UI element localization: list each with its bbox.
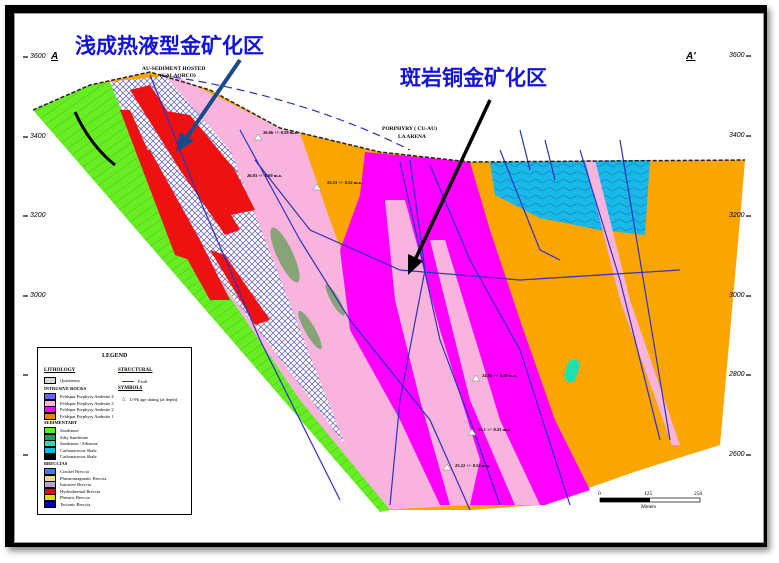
pink-dike <box>585 160 680 445</box>
legend-label: Fault <box>138 379 148 384</box>
legend-label: Crackel Breccia <box>60 469 89 474</box>
tick-left: 3600 <box>30 53 46 60</box>
legend-label: Tectonic Breccia <box>60 501 91 507</box>
calaorco-label: (CALAORCO) <box>160 73 196 79</box>
legend-label: Feldspar Porphyry Andesite 1 <box>60 413 114 419</box>
legend-title: LEGEND <box>102 353 128 359</box>
tick-right: 3200 <box>729 212 745 219</box>
swatch <box>44 377 56 384</box>
scale-125: 125 <box>644 491 653 497</box>
legend-label: Sandstone <box>60 428 79 433</box>
lithology-heading: LITHOLOGY <box>44 368 76 373</box>
fault-swatch <box>122 381 134 382</box>
legend-label: Feldspar Porphyry Andesite 3 <box>60 400 114 406</box>
shale-black <box>73 111 116 167</box>
legend-label: Quaternary <box>60 378 81 383</box>
fault-lines <box>149 74 681 511</box>
tick-left: 3200 <box>30 212 46 219</box>
tick-right: 3600 <box>729 52 745 59</box>
epithermal-arrowhead <box>176 132 194 152</box>
tick-left: 3400 <box>30 133 46 140</box>
age-triangles <box>253 133 481 471</box>
legend-label: Carbonaceous Shale <box>60 447 97 453</box>
la-arena-label: LA ARENA <box>398 134 426 140</box>
porphyry-zone-label: 斑岩铜金矿化区 <box>400 66 547 90</box>
legend-label: Feldspar Porphyry Andesite 2 <box>60 407 114 412</box>
legend-label: Silty Sandstone <box>60 434 89 440</box>
legend-fault: Fault <box>122 379 147 384</box>
porphyry-arrow <box>413 99 492 261</box>
scale-0: 0 <box>598 491 601 497</box>
triangle-icon: △ <box>122 396 126 401</box>
age-label: 24.1 +/- 0.55 m.a. <box>478 427 511 432</box>
pink-dike <box>430 240 540 505</box>
legend-label: U-Pb age dating (at depth) <box>129 396 178 402</box>
structural-heading: STRUCTURAL <box>118 368 153 373</box>
legend-item-breccias: Tectonic Breccia <box>44 500 91 508</box>
tick-right: 2600 <box>729 451 745 458</box>
section-start-label: A <box>51 51 59 62</box>
tick-left: 3000 <box>30 292 46 299</box>
tick-right: 3400 <box>729 132 745 139</box>
legend-item-sedimentary: Carbonaceous Shale <box>44 453 97 460</box>
sedimentary-heading: SEDIMENTARY <box>44 420 78 425</box>
legend-label: Carbonaceous Shale <box>60 454 97 459</box>
sandstone-blue <box>490 160 650 235</box>
breccias-heading: BRECCIAS <box>44 461 68 466</box>
legend: LEGEND LITHOLOGY STRUCTURAL Fault SYMBOL… <box>37 347 192 515</box>
age-label: 24.86 +/- 0.58 m.a. <box>482 373 517 378</box>
topographic-surface <box>32 71 746 163</box>
epithermal-arrow <box>183 58 242 142</box>
swatch <box>44 500 56 508</box>
legend-label: Intrusive Breccia <box>60 482 91 487</box>
age-label: 26.03 +/- 0.69 m.a. <box>247 173 282 178</box>
pink-dike <box>385 200 480 505</box>
symbols-heading: SYMBOLS <box>118 386 143 391</box>
au-sediment-label: AU-SEDIMENT HOSTED <box>142 66 206 72</box>
paleosurface-line <box>159 74 411 151</box>
epithermal-zone-label: 浅成热液型金矿化区 <box>75 34 264 58</box>
legend-label: Feldspar Porphyry Andesite 4 <box>60 394 114 399</box>
scale-unit: Meters <box>641 504 657 510</box>
legend-label: Sandstone / Siltstone <box>60 441 98 446</box>
legend-age-symbol: △ U-Pb age dating (at depth) <box>122 396 177 402</box>
porphyry-arrowhead <box>408 254 423 275</box>
swatch <box>44 412 56 420</box>
tick-right: 2800 <box>729 371 745 378</box>
section-end-label: A' <box>686 51 696 62</box>
scale-250: 250 <box>694 491 703 497</box>
swatch <box>44 453 56 460</box>
age-label: 25.53 +/- 0.52 m.a. <box>327 180 362 185</box>
porphyry-label: PORPHYRY ( CU-AU) <box>382 126 437 132</box>
age-label: 26.86 +/- 0.58 m.a. <box>263 130 298 135</box>
legend-label: Hydrothermal Breccia <box>60 488 101 494</box>
scale-bar <box>599 497 701 503</box>
tick-right: 3000 <box>729 292 745 299</box>
legend-label: Phreatomagmatic Breccia <box>60 475 107 481</box>
elevation-ticks <box>23 55 751 456</box>
teal-lens <box>564 359 580 383</box>
legend-item-intrusive: Feldspar Porphyry Andesite 1 <box>44 412 114 420</box>
age-label: 25.22 +/- 0.54 m.a. <box>455 463 490 468</box>
legend-quaternary: Quaternary <box>44 377 80 384</box>
legend-label: Phreatic Breccia <box>60 495 90 500</box>
silty-sandstone-lenses <box>270 227 345 350</box>
intrusive-heading: INTRUSIVE ROCKS <box>44 386 87 391</box>
